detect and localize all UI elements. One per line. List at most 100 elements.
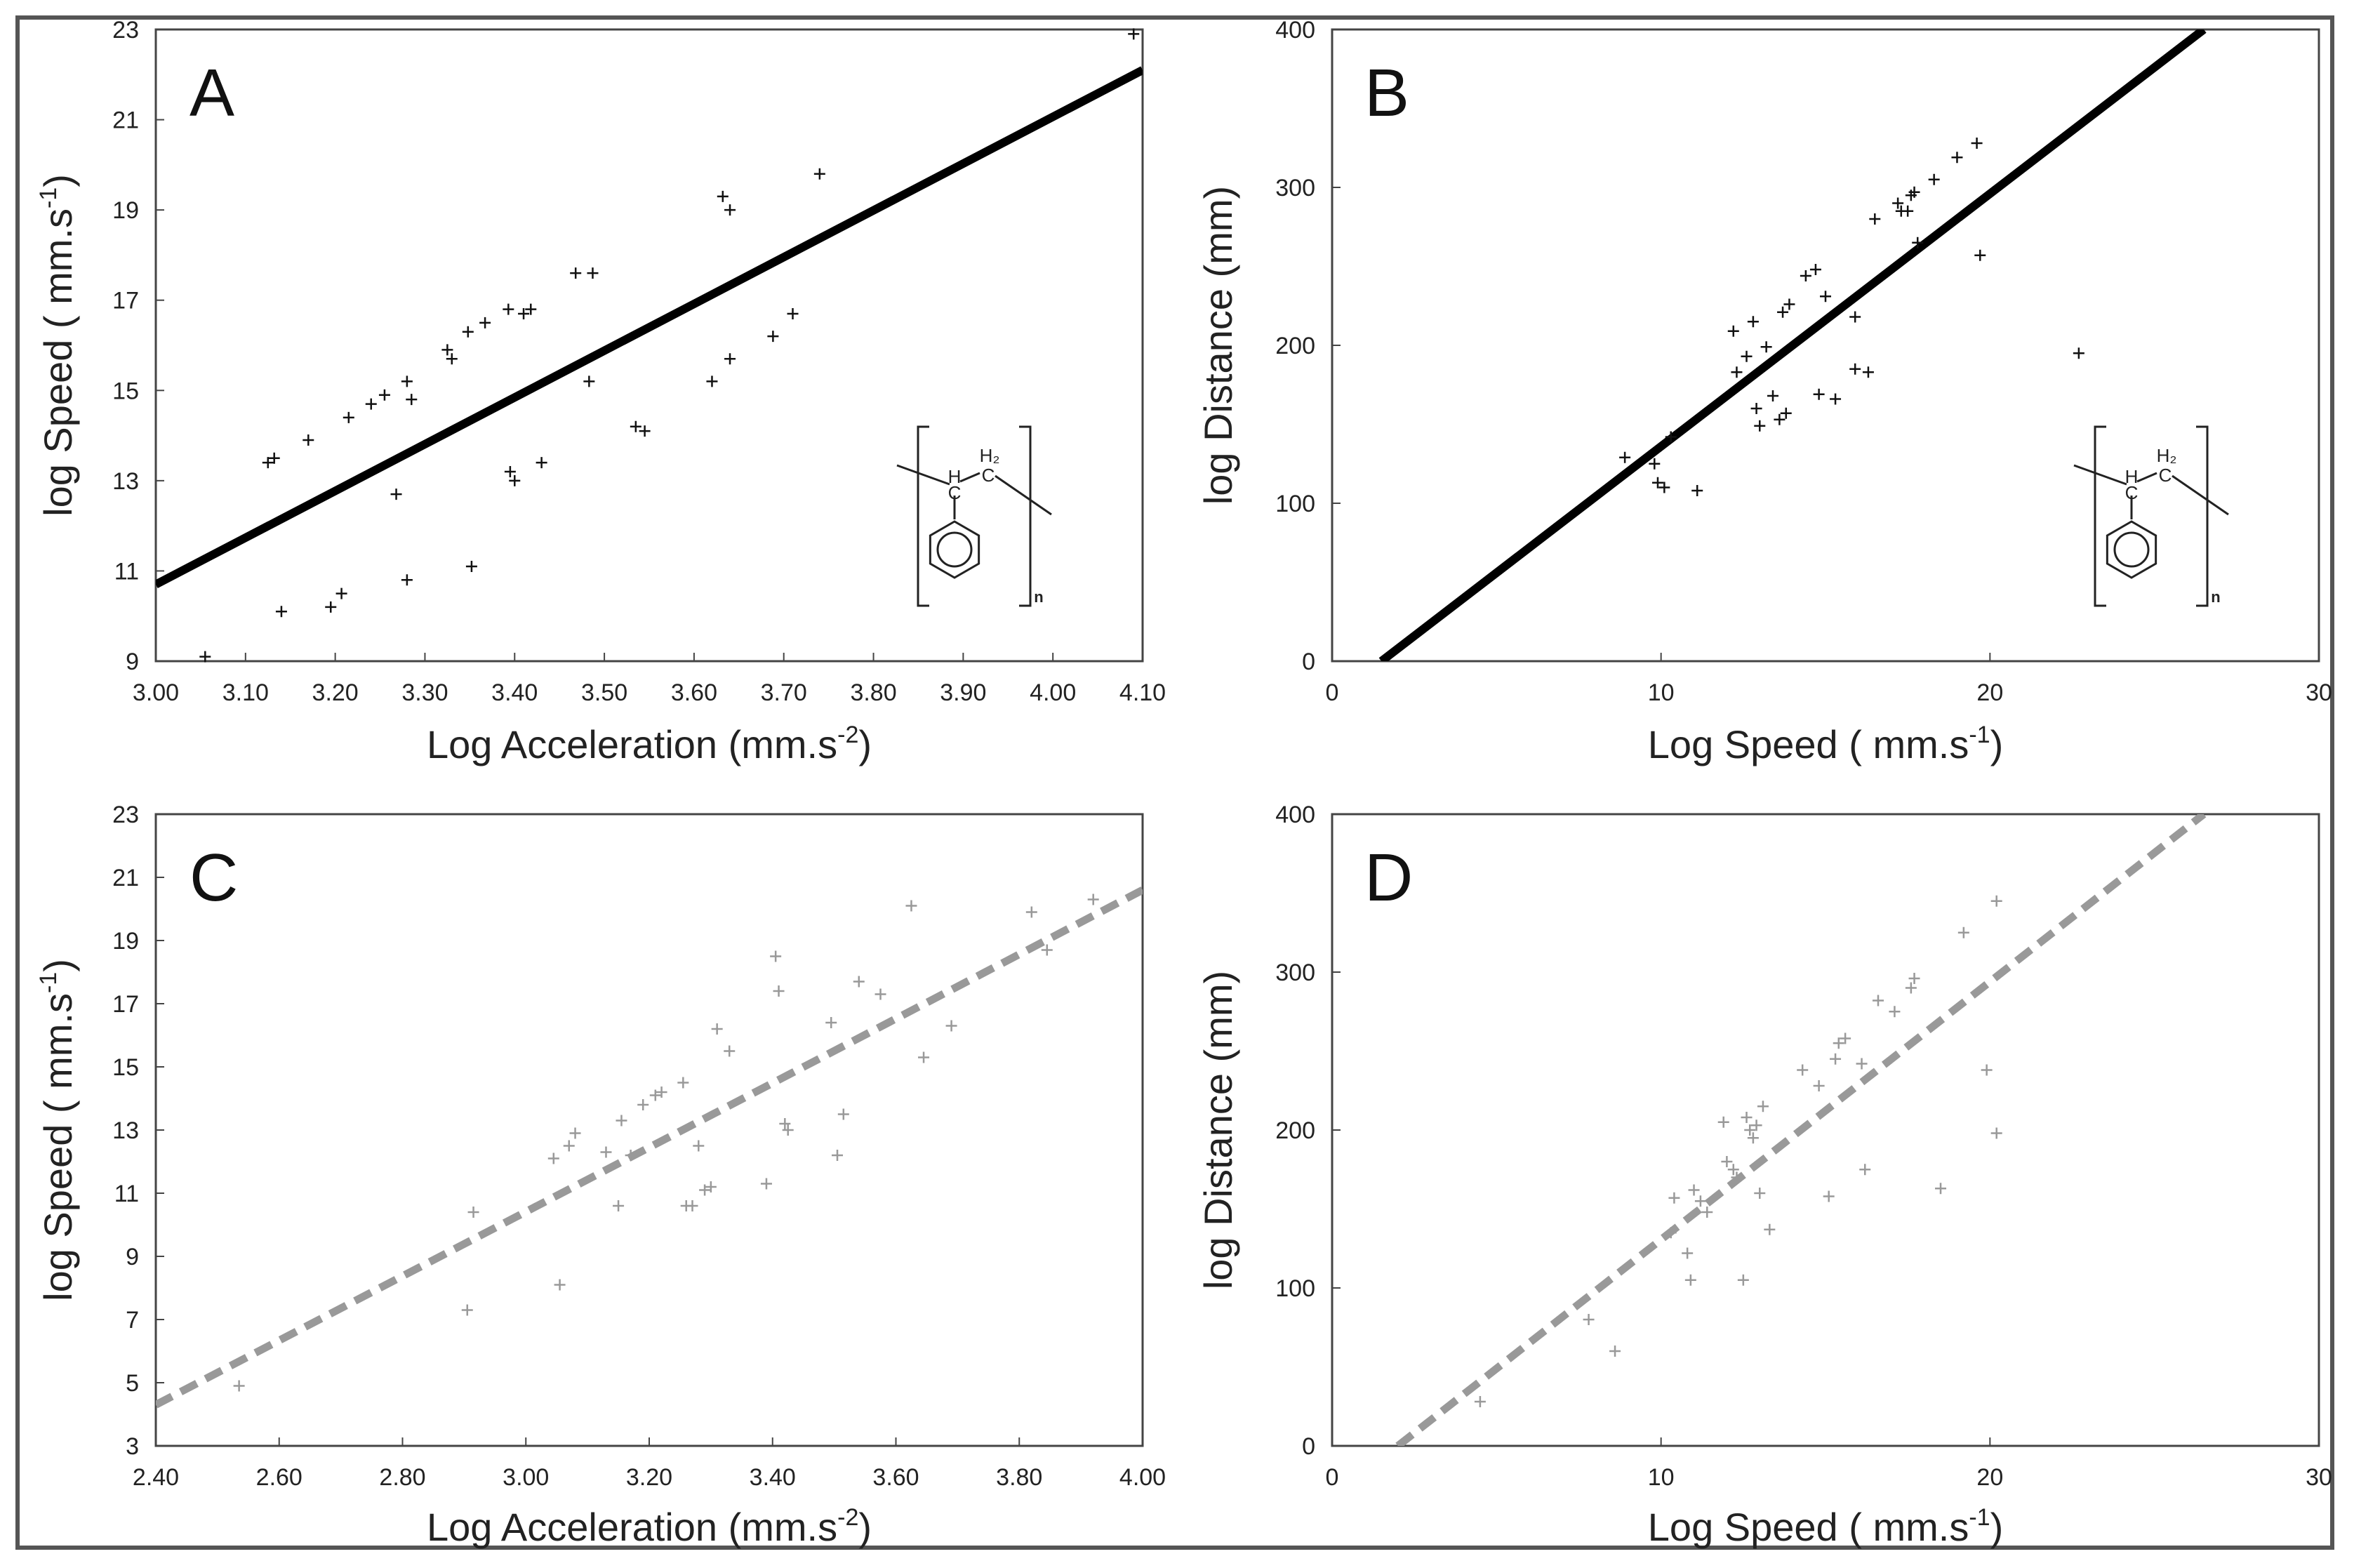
- panel-a-x-tick-label: 3.20: [312, 679, 359, 706]
- panel-a-data-point: [262, 457, 274, 469]
- panel-d-y-tick-label: 400: [1275, 802, 1315, 828]
- panel-c-data-point: [467, 1207, 479, 1218]
- panel-b-data-point: [1809, 264, 1821, 275]
- panel-d-data-point: [1609, 1346, 1621, 1357]
- panel-a-data-point: [302, 434, 314, 446]
- panel-a-data-point: [378, 389, 390, 401]
- panel-c-x-tick-label: 4.00: [1119, 1464, 1166, 1491]
- panel-a-x-tick-label: 3.30: [401, 679, 448, 706]
- panel-c-data-point: [613, 1200, 625, 1211]
- panel-c-y-tick-label: 5: [126, 1370, 139, 1397]
- panel-c-x-tick-label: 3.40: [750, 1464, 796, 1491]
- panel-a-fit-line: [156, 66, 1143, 589]
- panel-c-y-tick-label: 19: [112, 928, 139, 955]
- panel-d-data-point: [1813, 1080, 1825, 1091]
- panel-b-data-point: [1928, 173, 1940, 185]
- panel-d-x-tick-label: 30: [2306, 1464, 2332, 1491]
- panel-d: 0 10 20 30 0 100 200 300 400 D Log Speed ( mm.s…: [1196, 802, 2332, 1549]
- panel-c-x-tick-label: 2.80: [379, 1464, 425, 1491]
- panel-a-x-tick-label: 3.40: [491, 679, 538, 706]
- panel-a-data-point: [767, 331, 779, 343]
- panel-b-data-point: [1862, 366, 1874, 378]
- svg-text:n: n: [1034, 588, 1043, 606]
- panel-d-data-point: [1905, 982, 1917, 994]
- panel-b-y-tick-label: 200: [1275, 333, 1315, 359]
- panel-a-data-point: [465, 561, 477, 572]
- panel-c-x-axis-label: Log Acceleration (mm.s-2): [427, 1504, 872, 1549]
- panel-a-data-point: [343, 411, 354, 423]
- panel-a-data-point: [441, 344, 453, 356]
- panel-c-y-tick-label: 23: [112, 802, 139, 828]
- panel-a-data-point: [401, 574, 413, 586]
- panel-d-data-point: [1741, 1112, 1753, 1123]
- panel-b-y-tick-label: 0: [1302, 649, 1315, 675]
- panel-c-data-point: [779, 1118, 791, 1129]
- panel-a-data-point: [813, 168, 825, 180]
- panel-b-plot-area: [1331, 28, 2320, 663]
- panel-d-x-axis-label: Log Speed ( mm.s-1): [1648, 1504, 2003, 1549]
- panel-a-data-point: [630, 420, 641, 432]
- panel-b-x-tick-label: 0: [1326, 679, 1339, 706]
- panel-a-data-point: [479, 317, 491, 328]
- panel-a-data-point: [518, 308, 530, 319]
- panel-c-x-tick-label: 3.20: [626, 1464, 672, 1491]
- panel-d-data-point: [1757, 1101, 1769, 1112]
- panel-b-data-point: [1691, 485, 1703, 496]
- panel-b-data-point: [1783, 298, 1795, 310]
- panel-d-data-point: [1764, 1223, 1776, 1235]
- panel-c-data-point: [1041, 944, 1053, 956]
- svg-text:C: C: [2159, 465, 2172, 486]
- panel-d-data-point: [1717, 1116, 1729, 1128]
- svg-text:H₂: H₂: [2157, 445, 2177, 466]
- panel-d-y-tick-label: 200: [1275, 1117, 1315, 1144]
- panel-d-plot-area: [1331, 813, 2320, 1447]
- panel-c-y-tick-label: 7: [126, 1307, 139, 1334]
- panel-b-data-point: [1760, 341, 1772, 353]
- panel-a-y-tick-label: 19: [112, 197, 139, 224]
- panel-c-data-point: [875, 988, 886, 1000]
- panel-a-x-axis-label: Log Acceleration (mm.s-2): [427, 722, 872, 766]
- panel-d-letter: D: [1364, 840, 1413, 915]
- panel-a-data-point: [583, 376, 595, 387]
- panel-b-y-tick-label: 300: [1275, 175, 1315, 201]
- panel-c-data-point: [625, 1150, 637, 1161]
- panel-b-data-point: [1849, 311, 1861, 323]
- panel-d-data-point: [1859, 1164, 1871, 1176]
- panel-a-y-tick-label: 11: [114, 558, 139, 585]
- panel-c-data-point: [461, 1304, 473, 1316]
- panel-a-data-point: [706, 376, 718, 387]
- panel-a-x-tick-label: 3.80: [850, 679, 896, 706]
- panel-c-data-point: [918, 1051, 930, 1063]
- panel-d-data-point: [1737, 1274, 1749, 1286]
- panel-a-data-point: [587, 267, 599, 279]
- panel-b-data-point: [1619, 451, 1631, 463]
- panel-d-data-point: [1727, 1164, 1739, 1176]
- panel-d-data-point: [1830, 1053, 1842, 1065]
- panel-a-x-tick-label: 3.10: [222, 679, 269, 706]
- panel-c-data-point: [656, 1087, 667, 1098]
- panel-c: 2.40 2.60 2.80 3.00 3.20 3.40 3.60 3.80 4.00 3 5 7…: [35, 802, 1166, 1549]
- panel-c-data-point: [825, 1017, 837, 1028]
- panel-c-data-point: [705, 1181, 717, 1192]
- panel-a-data-point: [787, 308, 799, 319]
- panel-c-data-point: [233, 1380, 245, 1392]
- panel-a-x-tick-label: 4.10: [1119, 679, 1166, 706]
- panel-c-data-point: [649, 1089, 661, 1101]
- panel-d-data-point: [1750, 1119, 1762, 1131]
- panel-c-x-tick-label: 2.40: [133, 1464, 179, 1491]
- panel-c-plot-area: [154, 813, 1144, 1447]
- panel-d-data-point: [1908, 973, 1920, 984]
- panel-a-data-point: [390, 489, 402, 500]
- panel-b-data-point: [1902, 205, 1914, 217]
- panel-d-data-point: [1833, 1037, 1844, 1049]
- panel-a-x-tick-label: 3.60: [671, 679, 717, 706]
- panel-a-plot-area: [154, 28, 1144, 663]
- panel-c-y-tick-label: 15: [112, 1054, 139, 1081]
- panel-b: 0 10 20 30 0 100 200 300 400 B Log Speed ( mm.s…: [1196, 17, 2332, 766]
- panel-a-y-axis-label: log Speed ( mm.s-1): [35, 174, 80, 517]
- panel-b-data-point: [1767, 390, 1779, 401]
- panel-a-x-tick-label: 3.90: [940, 679, 986, 706]
- panel-b-data-point: [1912, 237, 1924, 248]
